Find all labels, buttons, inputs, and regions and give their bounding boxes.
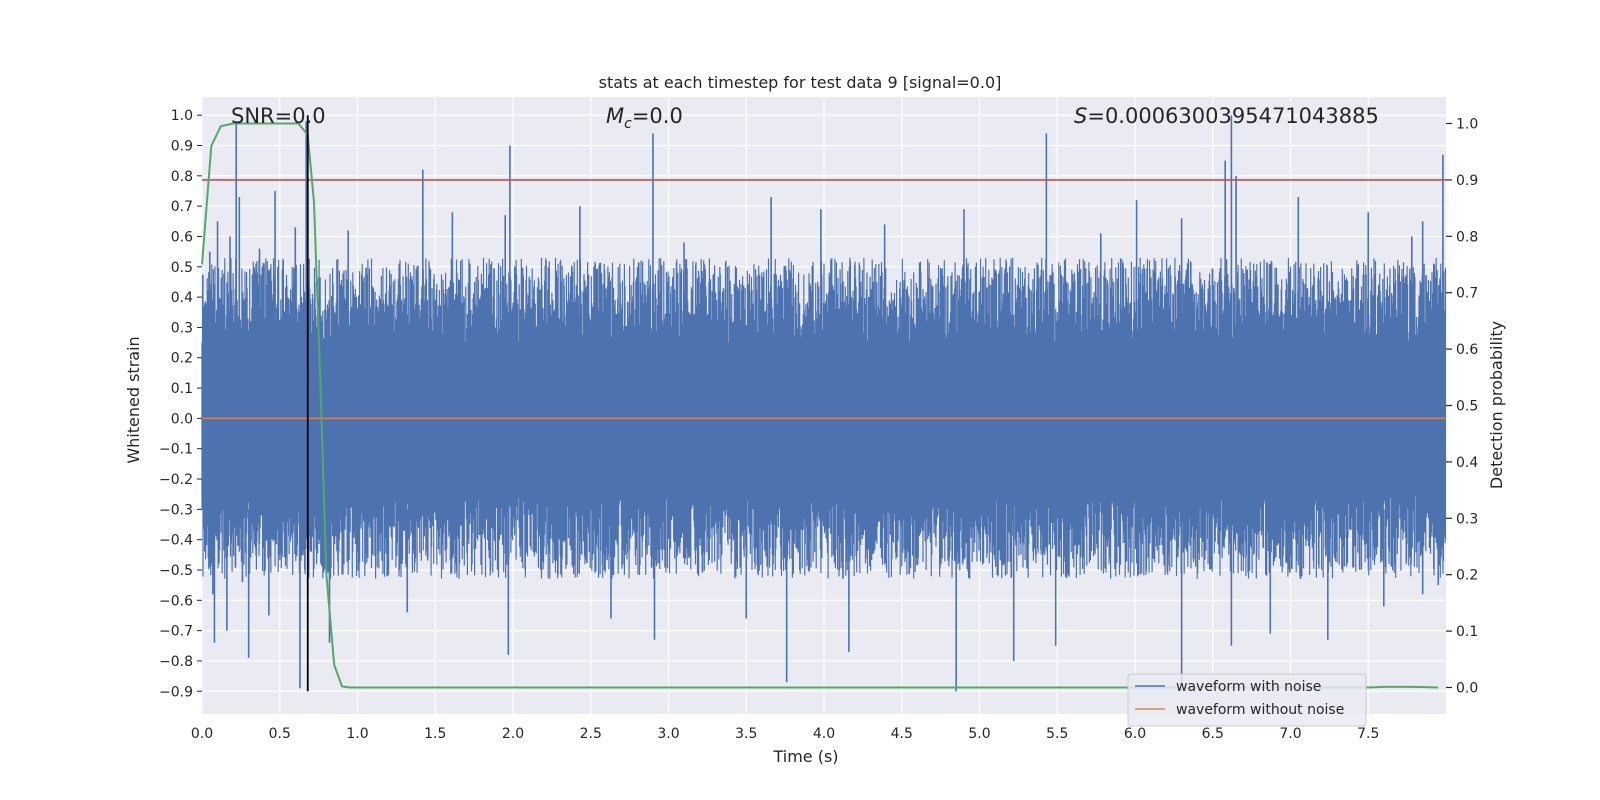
mc-subscript: c	[624, 116, 632, 132]
y-tick-label: −0.5	[159, 563, 193, 579]
y-tick-label: −0.6	[159, 593, 193, 609]
mc-value: =0.0	[632, 104, 683, 128]
mc-annotation: Mc=0.0	[606, 104, 683, 132]
y-tick-label: −0.4	[159, 533, 193, 549]
x-tick-label: 6.5	[1202, 726, 1224, 742]
y2-tick-label: 1.0	[1456, 117, 1478, 133]
s-value: =0.0006300395471043885	[1087, 104, 1379, 128]
y-tick-label: −0.9	[159, 684, 193, 700]
mc-symbol: M	[606, 104, 624, 128]
noise-spike-group	[208, 115, 1444, 692]
legend-box	[1127, 673, 1367, 727]
y2-tick-label: 0.1	[1456, 624, 1478, 640]
y-tick-label: 1.0	[171, 108, 193, 124]
y-tick-label: −0.2	[159, 472, 193, 488]
y2-tick-label: 0.2	[1456, 568, 1478, 584]
y-tick-label: −0.8	[159, 654, 193, 670]
x-tick-label: 4.0	[813, 726, 835, 742]
x-axis-label: Time (s)	[772, 747, 838, 766]
x-tick-label: 7.0	[1279, 726, 1301, 742]
y-tick-label: 0.4	[171, 290, 193, 306]
y-tick-label: −0.3	[159, 502, 193, 518]
legend-label-clean: waveform without noise	[1176, 702, 1344, 718]
y2-tick-label: 0.3	[1456, 511, 1478, 527]
y-tick-label: 0.5	[171, 260, 193, 276]
x-tick-label: 0.5	[269, 726, 291, 742]
x-tick-label: 1.0	[346, 726, 368, 742]
y-tick-label: 0.9	[171, 139, 193, 155]
y2-axis-label: Detection probability	[1487, 321, 1506, 489]
y2-tick-label: 0.9	[1456, 173, 1478, 189]
x-tick-label: 3.5	[735, 726, 757, 742]
y2-axis-ticks: 1.0 0.9 0.8 0.7 0.6 0.5 0.4 0.3 0.2 0.1 0.0	[1446, 117, 1478, 696]
series-waveform-with-noise	[201, 257, 1447, 579]
x-tick-label: 7.5	[1357, 726, 1379, 742]
y2-tick-label: 0.0	[1456, 680, 1478, 696]
y-axis-ticks: 1.0 0.9 0.8 0.7 0.6 0.5 0.4 0.3 0.2 0.1 0.0 −0.1 −0.…	[159, 108, 202, 700]
chart-title: stats at each timestep for test data 9 […	[599, 73, 1002, 92]
x-tick-label: 3.0	[657, 726, 679, 742]
legend-label-noise: waveform with noise	[1176, 679, 1321, 695]
x-tick-label: 6.0	[1124, 726, 1146, 742]
s-symbol: S	[1074, 104, 1087, 128]
y-tick-label: 0.3	[171, 320, 193, 336]
y2-tick-label: 0.6	[1456, 342, 1478, 358]
y-tick-label: 0.1	[171, 381, 193, 397]
y-tick-label: 0.7	[171, 199, 193, 215]
x-tick-label: 2.5	[580, 726, 602, 742]
y-tick-label: −0.7	[159, 624, 193, 640]
y-tick-label: 0.2	[171, 351, 193, 367]
x-tick-label: 1.5	[424, 726, 446, 742]
y2-tick-label: 0.8	[1456, 229, 1478, 245]
x-tick-label: 5.5	[1046, 726, 1068, 742]
x-tick-label: 4.5	[891, 726, 913, 742]
y-tick-label: 0.6	[171, 229, 193, 245]
y-tick-label: 0.8	[171, 169, 193, 185]
x-tick-label: 5.0	[968, 726, 990, 742]
snr-annotation: SNR=0.0	[231, 104, 326, 128]
y-axis-label: Whitened strain	[124, 336, 143, 463]
x-tick-label: 0.0	[191, 726, 213, 742]
y-tick-label: −0.1	[159, 442, 193, 458]
y2-tick-label: 0.5	[1456, 399, 1478, 415]
y-tick-label: 0.0	[171, 411, 193, 427]
y2-tick-label: 0.7	[1456, 286, 1478, 302]
y2-tick-label: 0.4	[1456, 455, 1478, 471]
x-axis-ticks: 0.0 0.5 1.0 1.5 2.0 2.5 3.0 3.5 4.0 4.5 5.0 5.5 6.0 6…	[191, 726, 1380, 742]
x-tick-label: 2.0	[502, 726, 524, 742]
legend: waveform with noise waveform without noi…	[1127, 673, 1367, 727]
s-annotation: S=0.0006300395471043885	[1074, 104, 1379, 128]
